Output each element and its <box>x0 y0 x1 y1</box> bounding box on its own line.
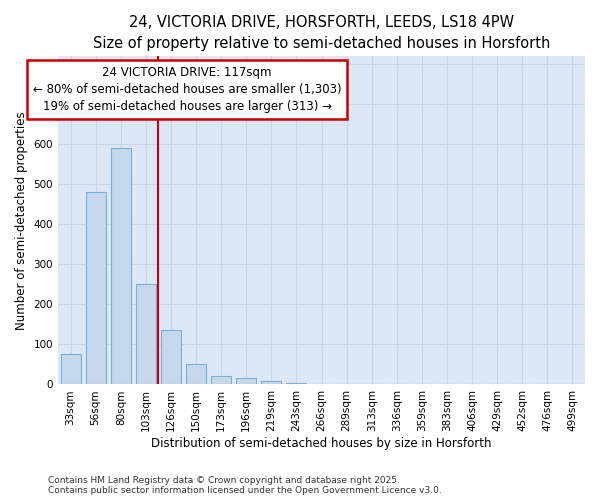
Bar <box>111 148 131 384</box>
Bar <box>211 376 231 384</box>
Bar <box>261 382 281 384</box>
Bar <box>136 284 156 384</box>
Text: Contains HM Land Registry data © Crown copyright and database right 2025.
Contai: Contains HM Land Registry data © Crown c… <box>48 476 442 495</box>
Title: 24, VICTORIA DRIVE, HORSFORTH, LEEDS, LS18 4PW
Size of property relative to semi: 24, VICTORIA DRIVE, HORSFORTH, LEEDS, LS… <box>93 15 550 51</box>
Bar <box>236 378 256 384</box>
Bar <box>161 330 181 384</box>
X-axis label: Distribution of semi-detached houses by size in Horsforth: Distribution of semi-detached houses by … <box>151 437 492 450</box>
Text: 24 VICTORIA DRIVE: 117sqm
← 80% of semi-detached houses are smaller (1,303)
19% : 24 VICTORIA DRIVE: 117sqm ← 80% of semi-… <box>33 66 341 113</box>
Bar <box>86 192 106 384</box>
Bar <box>61 354 80 384</box>
Bar <box>186 364 206 384</box>
Y-axis label: Number of semi-detached properties: Number of semi-detached properties <box>15 111 28 330</box>
